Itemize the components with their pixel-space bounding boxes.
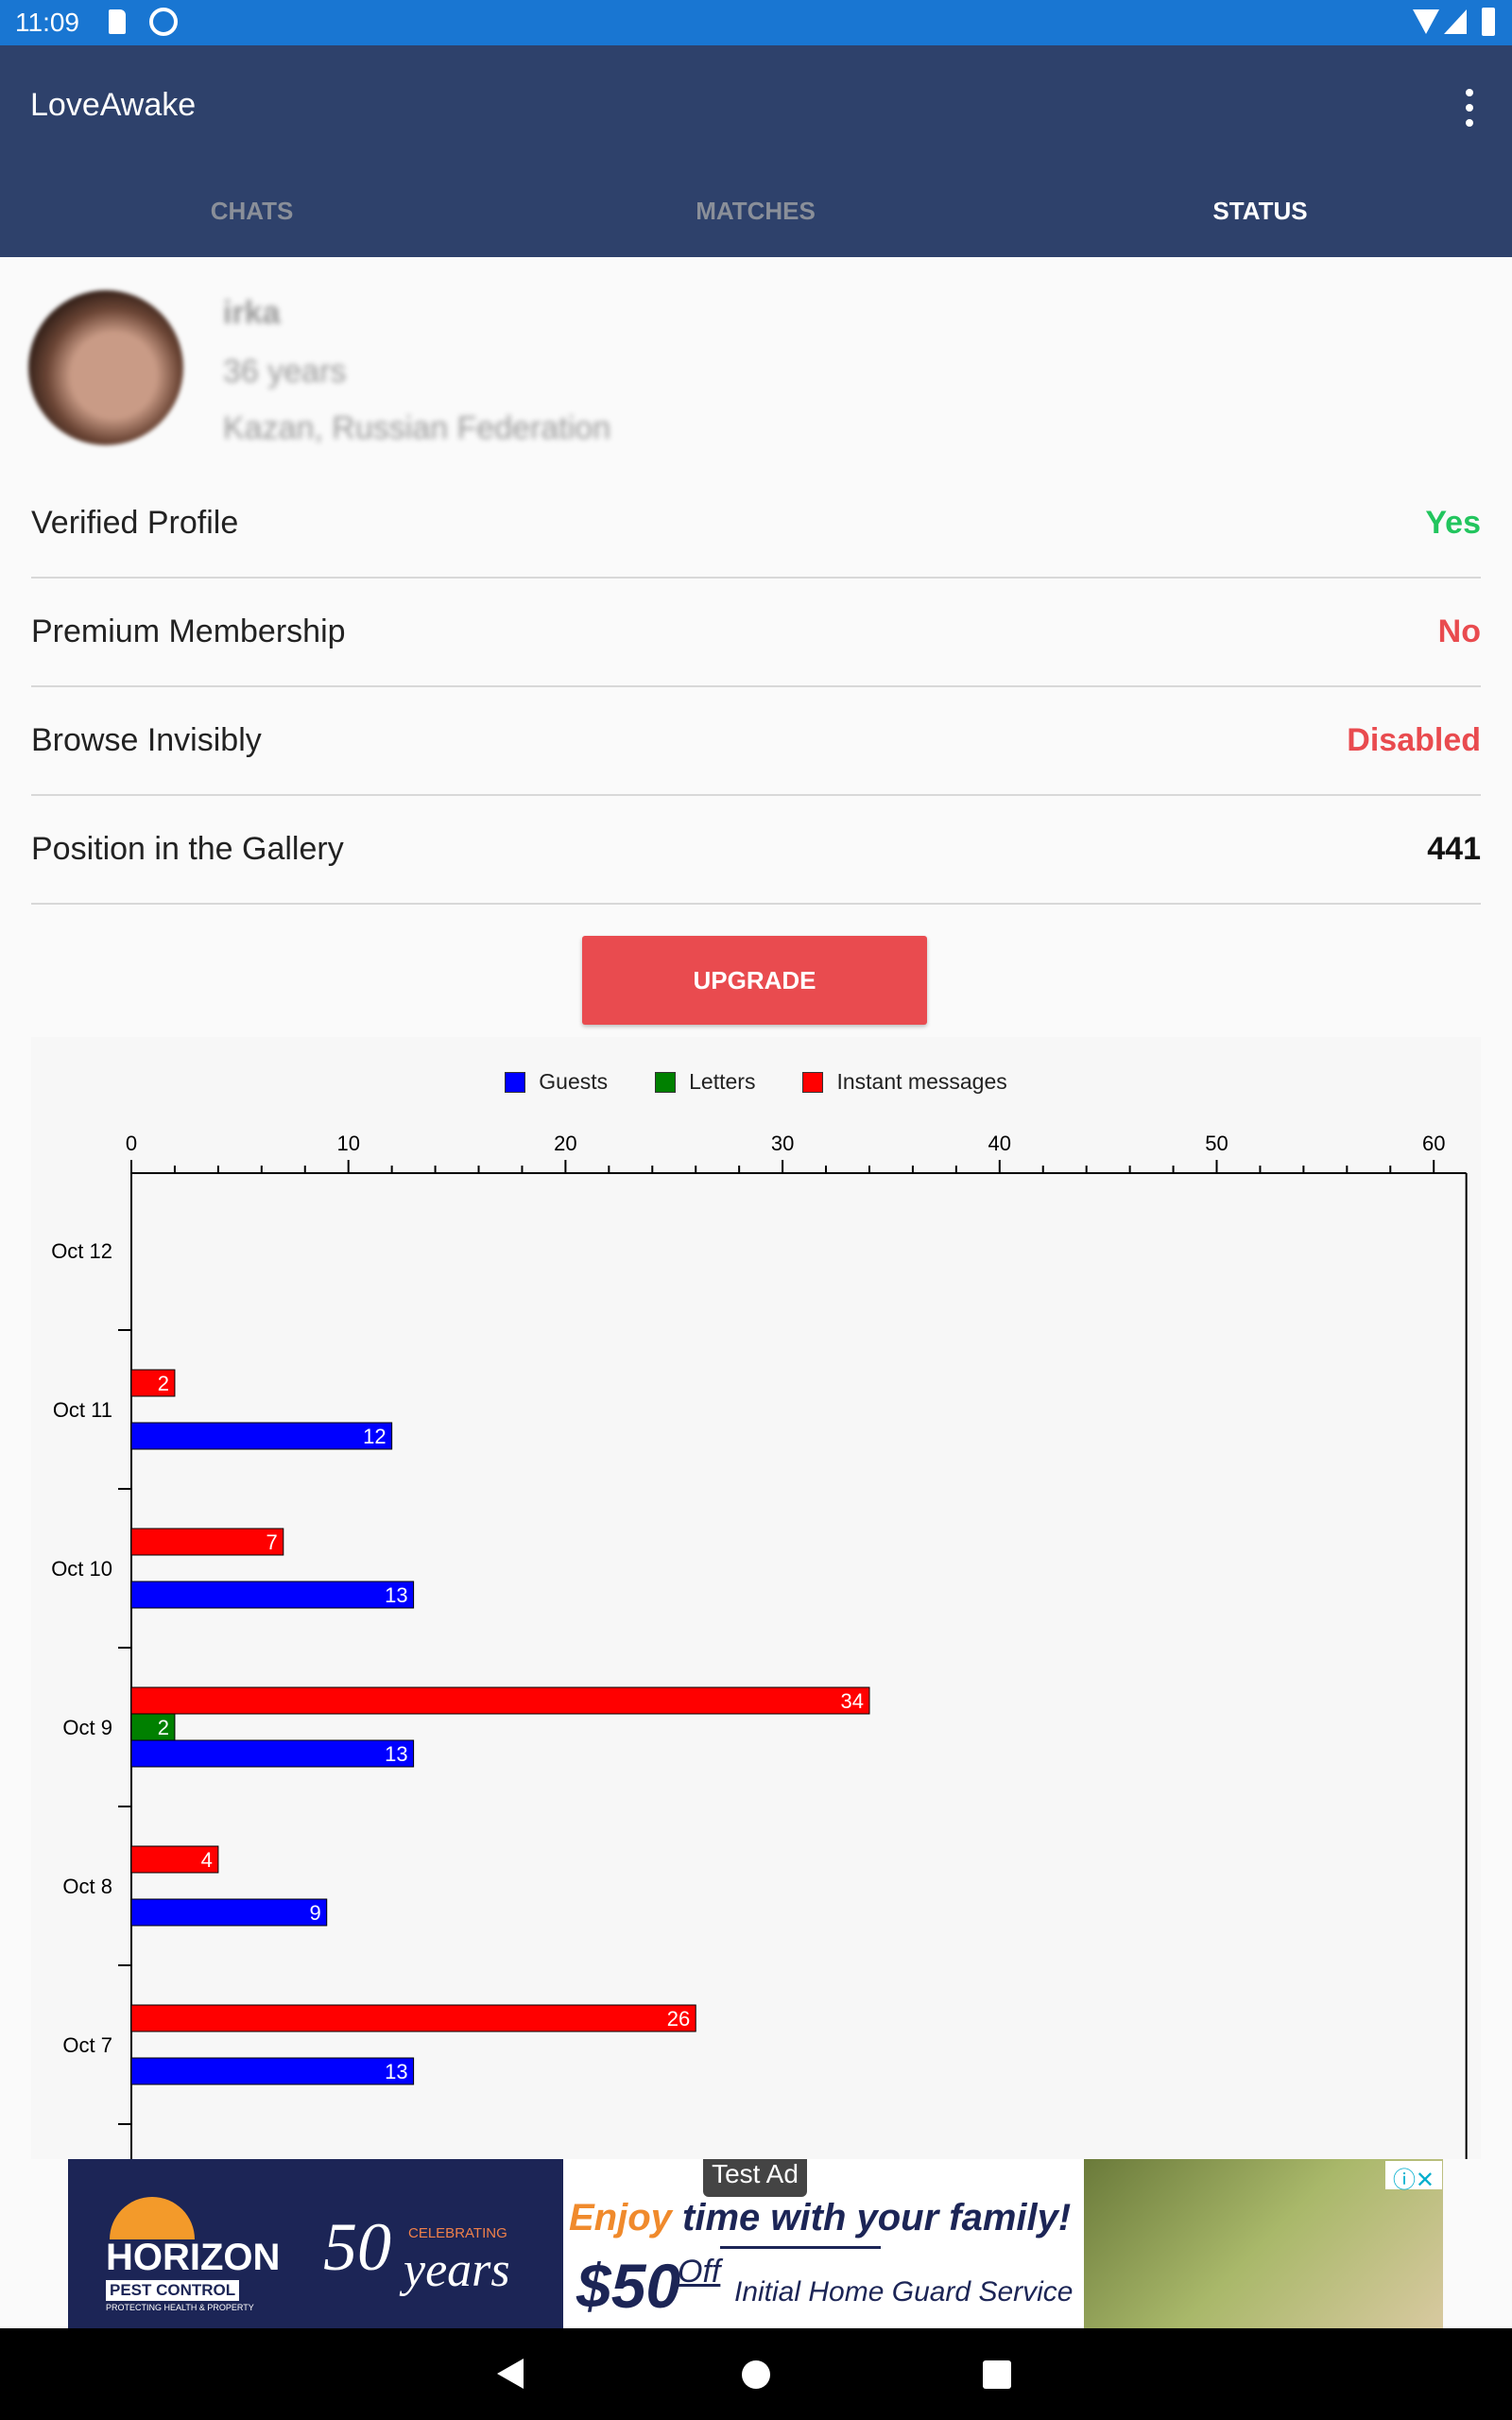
status-row-label: Verified Profile [31,505,239,541]
bar-guests [130,2057,415,2085]
chart-plot: 0 10 20 30 40 50 60 Oct 12 Oct 11 12 2 Oct 10 13 7 Oct… [51,1132,1468,2159]
sun-logo-icon [110,2197,195,2239]
bar-value-label: 9 [309,1901,320,1925]
legend-letters: Letters [655,1069,755,1095]
y-tick-label: Oct 8 [62,1875,112,1898]
bar-instant-messages [130,1369,176,1397]
status-time: 11:09 [15,8,79,37]
bar-value-label: 13 [385,2060,407,2083]
app-title: LoveAwake [30,87,197,123]
profile-location: Kazan, Russian Federation [223,410,611,446]
y-tick-label: Oct 12 [51,1239,112,1263]
avatar[interactable] [28,290,183,445]
legend-guests: Guests [505,1069,608,1095]
wifi-icon [1413,9,1439,34]
ad-50: 50 [323,2209,391,2285]
x-tick-label: 0 [126,1132,137,1155]
test-ad-badge: Test Ad [703,2159,807,2197]
ad-tagline: PROTECTING HEALTH & PROPERTY [106,2303,254,2312]
bar-instant-messages [130,1528,284,1556]
back-icon[interactable] [497,2359,524,2389]
ad-choices-close-icon[interactable]: ⓘ✕ [1385,2161,1442,2193]
ad-brand-sub: PEST CONTROL [106,2280,240,2301]
x-tick-label: 30 [771,1132,794,1155]
bar-instant-messages [130,2004,696,2032]
x-tick-label: 60 [1422,1132,1445,1155]
x-tick-label: 50 [1205,1132,1228,1155]
status-row-value: No [1437,614,1481,649]
status-row-label: Browse Invisibly [31,722,262,758]
home-icon[interactable] [742,2360,770,2389]
upgrade-button[interactable]: UPGRADE [582,936,927,1025]
bar-instant-messages [130,1686,870,1715]
bar-letters [130,1713,176,1741]
status-row: Verified Profile Yes [31,470,1481,579]
bar-value-label: 13 [385,1583,407,1607]
more-options-icon[interactable] [1465,89,1474,127]
status-row: Browse Invisibly Disabled [31,687,1481,796]
bar-value-label: 4 [201,1848,213,1872]
ad-offer-amount: $50 [576,2251,681,2321]
bar-guests [130,1581,415,1609]
bar-value-label: 2 [158,1372,169,1395]
ad-offer-off: Off [678,2254,721,2290]
recents-icon[interactable] [983,2360,1011,2389]
status-row: Position in the Gallery 441 [31,796,1481,905]
ad-years: years [404,2243,510,2297]
tab-status[interactable]: STATUS [1212,197,1308,225]
bar-value-label: 26 [667,2007,690,2031]
y-tick-label: Oct 9 [62,1716,112,1739]
tab-matches[interactable]: MATCHES [696,197,816,225]
legend-instant-messages: Instant messages [802,1069,1007,1095]
y-tick-label: Oct 7 [62,2033,112,2057]
profile-age: 36 years [223,354,347,389]
x-tick-label: 10 [336,1132,359,1155]
ad-divider [720,2246,881,2249]
bar-value-label: 13 [385,1742,407,1766]
sd-card-icon [109,9,126,34]
x-tick-label: 40 [988,1132,1011,1155]
app-bar: LoveAwake CHATS MATCHES STATUS [0,45,1512,257]
status-row-label: Premium Membership [31,614,346,649]
activity-chart: Guests Letters Instant messages 0 10 20 30 4… [31,1037,1481,2159]
status-row-label: Position in the Gallery [31,831,344,867]
bar-guests [130,1422,393,1450]
status-row: Premium Membership No [31,579,1481,687]
bar-instant-messages [130,1845,219,1874]
y-tick-label: Oct 11 [53,1398,112,1422]
chart-legend: Guests Letters Instant messages [31,1069,1481,1095]
signal-icon [1444,9,1467,34]
ad-logo-panel: HORIZON PEST CONTROL PROTECTING HEALTH &… [68,2159,563,2328]
profile-name: irka [223,295,281,331]
status-row-value: 441 [1427,831,1481,867]
bar-guests [130,1898,328,1927]
bar-value-label: 12 [363,1425,386,1448]
status-row-value: Yes [1425,505,1481,541]
ad-celebrating: CELEBRATING [408,2225,507,2241]
status-bar: 11:09 [0,0,1512,45]
bar-value-label: 2 [158,1716,169,1739]
battery-icon [1482,8,1495,36]
x-tick-label: 20 [554,1132,576,1155]
navigation-bar [0,2328,1512,2420]
sync-icon [149,8,178,36]
ad-family-image [1084,2159,1443,2328]
ad-headline: Enjoy time with your family! [569,2197,1072,2238]
bar-value-label: 34 [840,1689,863,1713]
y-tick-label: Oct 10 [51,1557,112,1581]
tab-chats[interactable]: CHATS [210,197,294,225]
ad-offer-text: Initial Home Guard Service [734,2276,1074,2308]
ad-banner[interactable]: HORIZON PEST CONTROL PROTECTING HEALTH &… [68,2159,1443,2328]
bar-guests [130,1739,415,1768]
ad-brand: HORIZON [106,2237,281,2278]
status-row-value: Disabled [1347,722,1481,758]
bar-value-label: 7 [266,1530,278,1554]
